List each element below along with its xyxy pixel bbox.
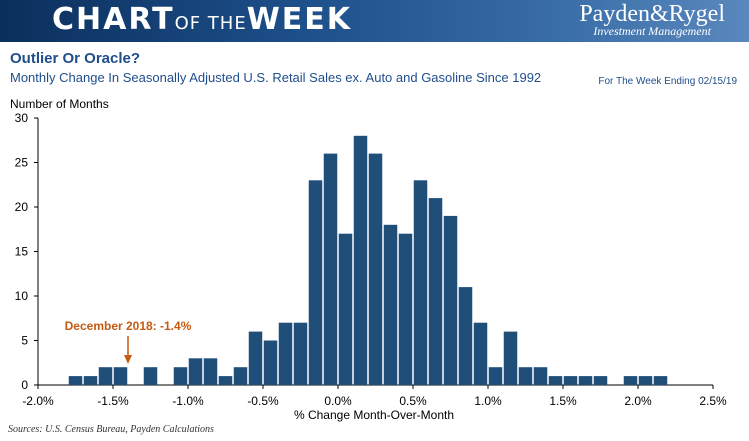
banner-ofthe-text: OF THE xyxy=(174,13,247,34)
y-tick-label: 20 xyxy=(15,200,29,214)
chart-of-the-week-title: CHARTOF THEWEEK xyxy=(52,2,352,37)
histogram-bar xyxy=(173,367,188,385)
histogram-bar xyxy=(398,233,413,385)
annotation-arrow-head xyxy=(124,355,132,364)
chart-title: Outlier Or Oracle? xyxy=(10,50,141,67)
logo-subtitle: Investment Management xyxy=(593,24,711,38)
x-tick-label: -1.0% xyxy=(172,394,204,408)
histogram-bar xyxy=(203,358,218,385)
histogram-bar xyxy=(323,153,338,385)
histogram-bar xyxy=(638,376,653,385)
histogram-bar xyxy=(353,135,368,385)
histogram-bar xyxy=(383,224,398,385)
histogram-bar xyxy=(278,322,293,385)
histogram-bar xyxy=(473,322,488,385)
histogram-bar xyxy=(563,376,578,385)
banner-chart-text: CHART xyxy=(52,2,175,37)
histogram-bar xyxy=(68,376,83,385)
week-ending-label: For The Week Ending 02/15/19 xyxy=(598,76,737,87)
logo-name: Payden&Rygel xyxy=(579,1,725,27)
x-tick-label: -2.0% xyxy=(22,394,54,408)
histogram-bar xyxy=(488,367,503,385)
x-tick-label: 0.5% xyxy=(399,394,427,408)
histogram-bar xyxy=(113,367,128,385)
histogram-bar xyxy=(308,180,323,385)
histogram-bar xyxy=(653,376,668,385)
source-note: Sources: U.S. Census Bureau, Payden Calc… xyxy=(8,424,214,435)
histogram-bar xyxy=(458,287,473,385)
x-tick-label: -1.5% xyxy=(97,394,129,408)
histogram-bar xyxy=(548,376,563,385)
histogram-bar xyxy=(218,376,233,385)
histogram-bar xyxy=(443,215,458,385)
histogram-bar xyxy=(188,358,203,385)
y-tick-label: 15 xyxy=(15,245,29,259)
histogram-bar xyxy=(503,331,518,385)
histogram-bar xyxy=(533,367,548,385)
histogram-bar xyxy=(98,367,113,385)
y-axis-label: Number of Months xyxy=(10,97,109,111)
histogram-bar xyxy=(83,376,98,385)
histogram-bar xyxy=(578,376,593,385)
y-tick-label: 0 xyxy=(21,378,28,392)
histogram-bar xyxy=(248,331,263,385)
x-axis-label: % Change Month-Over-Month xyxy=(294,408,454,422)
x-tick-label: 1.5% xyxy=(549,394,577,408)
histogram-bar xyxy=(338,233,353,385)
histogram-bar xyxy=(593,376,608,385)
histogram-bar xyxy=(518,367,533,385)
histogram-bar xyxy=(293,322,308,385)
x-tick-label: 2.0% xyxy=(624,394,652,408)
y-tick-label: 5 xyxy=(21,334,28,348)
chart-subtitle: Monthly Change In Seasonally Adjusted U.… xyxy=(10,70,542,85)
header-banner: CHARTOF THEWEEK Payden&Rygel Investment … xyxy=(0,0,749,42)
histogram-bar xyxy=(428,198,443,385)
y-tick-label: 25 xyxy=(15,156,29,170)
histogram-bar xyxy=(413,180,428,385)
y-tick-label: 30 xyxy=(15,111,29,125)
histogram-bar xyxy=(263,340,278,385)
x-tick-label: 0.0% xyxy=(324,394,352,408)
histogram-bar xyxy=(368,153,383,385)
annotation-label: December 2018: -1.4% xyxy=(65,319,192,333)
histogram-bar xyxy=(143,367,158,385)
y-tick-label: 10 xyxy=(15,289,29,303)
payden-rygel-logo: Payden&Rygel Investment Management xyxy=(579,1,725,37)
x-tick-label: 2.5% xyxy=(699,394,727,408)
x-tick-label: -0.5% xyxy=(247,394,279,408)
x-tick-label: 1.0% xyxy=(474,394,502,408)
histogram-bar xyxy=(623,376,638,385)
banner-week-text: WEEK xyxy=(246,2,353,37)
histogram-bar xyxy=(233,367,248,385)
